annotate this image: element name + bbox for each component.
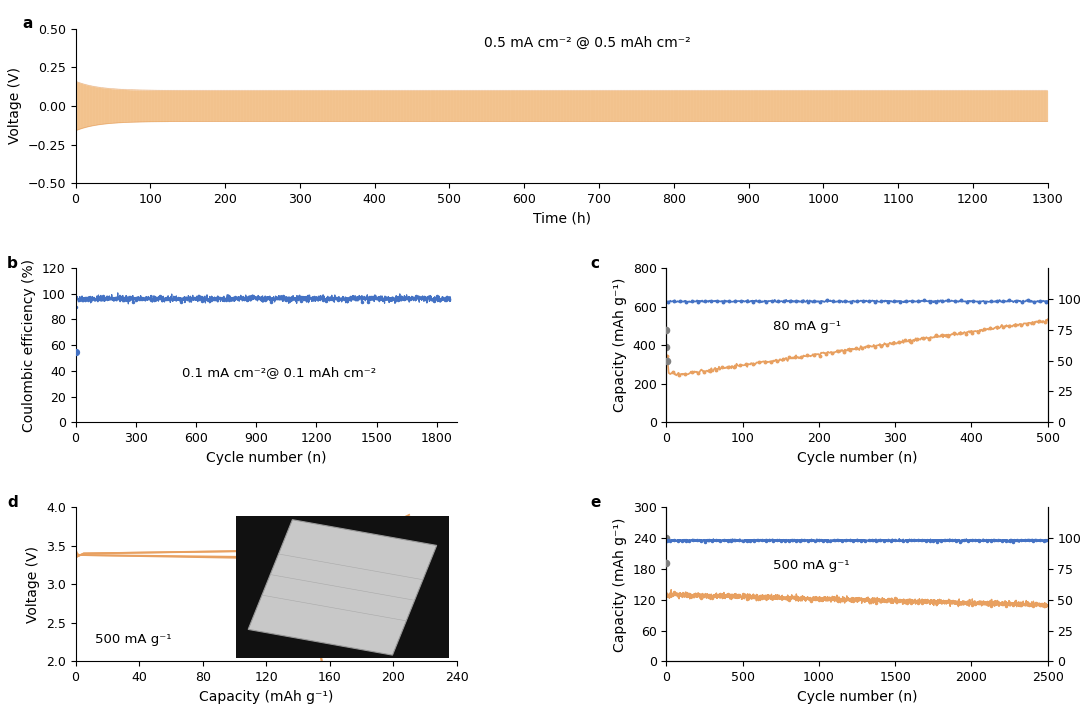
- Y-axis label: Voltage (V): Voltage (V): [26, 546, 40, 623]
- Point: [67, 346, 84, 357]
- Text: 0.5 mA cm⁻² @ 0.5 mAh cm⁻²: 0.5 mA cm⁻² @ 0.5 mAh cm⁻²: [484, 36, 690, 50]
- Text: 500 mA g⁻¹: 500 mA g⁻¹: [95, 633, 171, 646]
- X-axis label: Cycle number (n): Cycle number (n): [797, 451, 917, 464]
- X-axis label: Capacity (mAh g⁻¹): Capacity (mAh g⁻¹): [199, 690, 334, 704]
- Point: [658, 557, 675, 569]
- Point: [658, 342, 675, 353]
- Text: a: a: [23, 17, 32, 32]
- X-axis label: Cycle number (n): Cycle number (n): [797, 690, 917, 704]
- Y-axis label: Voltage (V): Voltage (V): [8, 68, 22, 145]
- Point: [658, 532, 675, 544]
- Text: d: d: [6, 495, 17, 510]
- Point: [658, 324, 675, 336]
- Text: c: c: [590, 256, 599, 270]
- Y-axis label: Capacity (mAh g⁻¹): Capacity (mAh g⁻¹): [613, 517, 627, 651]
- Point: [659, 354, 676, 366]
- Text: 80 mA g⁻¹: 80 mA g⁻¹: [773, 320, 841, 333]
- X-axis label: Time (h): Time (h): [532, 211, 591, 225]
- X-axis label: Cycle number (n): Cycle number (n): [206, 451, 326, 464]
- Y-axis label: Coulombic efficiency (%): Coulombic efficiency (%): [23, 259, 37, 431]
- Text: 0.1 mA cm⁻²@ 0.1 mAh cm⁻²: 0.1 mA cm⁻²@ 0.1 mAh cm⁻²: [183, 366, 377, 379]
- Y-axis label: Capacity (mAh g⁻¹): Capacity (mAh g⁻¹): [613, 278, 627, 412]
- Text: e: e: [590, 495, 600, 510]
- Text: 500 mA g⁻¹: 500 mA g⁻¹: [773, 559, 850, 572]
- Text: b: b: [6, 256, 18, 270]
